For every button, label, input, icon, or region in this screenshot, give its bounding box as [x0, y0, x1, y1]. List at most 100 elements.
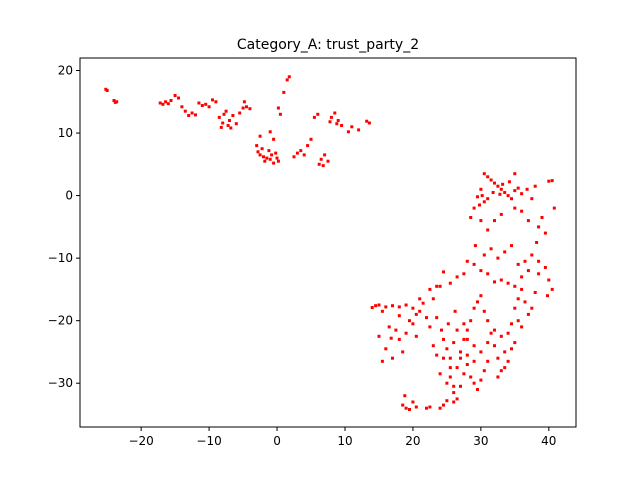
data-point — [374, 304, 378, 308]
data-point — [506, 281, 510, 285]
y-tick-label: −10 — [48, 251, 73, 265]
data-point — [180, 105, 184, 109]
data-point — [472, 381, 476, 385]
data-point — [204, 102, 208, 106]
data-point — [404, 331, 408, 335]
data-point — [438, 284, 442, 288]
data-point — [262, 155, 265, 159]
data-point — [113, 100, 117, 104]
data-point — [520, 209, 524, 213]
data-point — [442, 337, 445, 341]
data-point — [452, 384, 456, 388]
data-point — [411, 322, 415, 326]
data-point — [499, 212, 503, 216]
data-point — [526, 219, 530, 223]
data-point — [397, 305, 401, 309]
data-point — [482, 172, 486, 176]
data-point — [414, 405, 418, 409]
data-point — [445, 347, 449, 351]
data-point — [543, 231, 547, 235]
data-point — [387, 325, 391, 329]
data-point — [190, 111, 194, 115]
x-tick-label: −20 — [128, 434, 153, 448]
data-point — [540, 216, 544, 219]
data-point — [309, 137, 313, 141]
x-tick-label: 40 — [541, 434, 556, 448]
data-point — [408, 408, 411, 411]
data-point — [516, 319, 520, 323]
data-point — [472, 262, 476, 266]
data-point — [478, 203, 481, 207]
data-point — [267, 149, 271, 153]
data-point — [268, 130, 272, 134]
data-point — [260, 147, 264, 151]
data-point — [440, 328, 443, 332]
y-tick-label: 10 — [58, 126, 73, 140]
data-point — [523, 259, 527, 263]
data-point — [194, 113, 197, 117]
data-point — [234, 122, 238, 126]
data-point — [506, 331, 510, 335]
data-point — [166, 102, 170, 106]
data-point — [328, 120, 332, 124]
data-point — [414, 312, 418, 316]
data-point — [459, 350, 462, 354]
data-point — [452, 341, 456, 345]
data-point — [397, 314, 401, 318]
data-point — [533, 291, 537, 294]
data-point — [525, 187, 529, 191]
data-point — [520, 287, 524, 291]
data-point — [530, 306, 534, 310]
data-point — [411, 400, 415, 404]
data-point — [217, 115, 221, 119]
data-point — [248, 107, 252, 111]
data-point — [506, 194, 510, 198]
data-point — [221, 121, 225, 125]
data-point — [321, 164, 325, 168]
data-point — [295, 151, 299, 155]
data-point — [265, 156, 269, 160]
data-point — [258, 153, 262, 157]
data-point — [231, 114, 235, 117]
data-point — [377, 334, 381, 338]
data-point — [391, 356, 394, 360]
data-point — [486, 272, 490, 276]
data-point — [479, 294, 483, 298]
data-point — [278, 112, 282, 116]
data-point — [228, 119, 231, 122]
data-point — [397, 337, 401, 341]
data-point — [496, 375, 500, 379]
data-point — [418, 309, 422, 313]
data-point — [158, 101, 162, 105]
data-point — [501, 182, 505, 186]
data-point — [435, 316, 439, 320]
data-point — [472, 306, 476, 310]
data-point — [438, 406, 442, 410]
data-point — [442, 356, 445, 360]
data-point — [299, 149, 303, 153]
x-tick-label: 10 — [337, 434, 352, 448]
x-tick-label: 20 — [405, 434, 420, 448]
data-point — [520, 275, 524, 279]
data-point — [537, 272, 541, 276]
data-point — [499, 369, 503, 373]
data-point — [401, 403, 405, 407]
data-point — [520, 192, 524, 196]
data-point — [335, 122, 339, 126]
data-point — [486, 228, 490, 232]
data-point — [241, 106, 245, 110]
data-point — [350, 125, 354, 129]
data-point — [516, 186, 520, 190]
data-point — [425, 316, 428, 320]
data-point — [476, 195, 479, 199]
data-point — [316, 112, 320, 116]
data-point — [384, 305, 388, 309]
data-point — [211, 98, 214, 102]
data-point — [431, 297, 435, 301]
data-point — [493, 280, 496, 284]
data-point — [435, 284, 439, 288]
data-point — [276, 106, 280, 110]
data-point — [503, 366, 507, 370]
y-tick-label: −20 — [48, 314, 73, 328]
